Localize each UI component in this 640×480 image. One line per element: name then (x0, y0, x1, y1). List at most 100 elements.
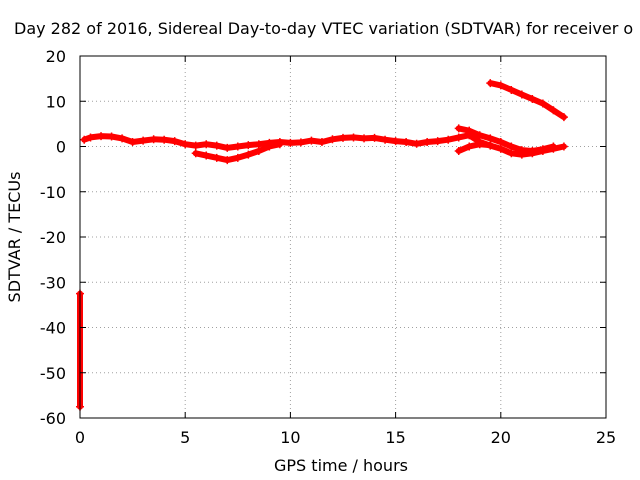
data-point (549, 142, 558, 151)
data-point (349, 133, 358, 142)
data-point (170, 137, 179, 146)
y-tick-label: -60 (40, 409, 66, 428)
x-tick-label: 20 (491, 428, 511, 447)
data-point (475, 140, 484, 149)
data-point (128, 137, 137, 146)
y-tick-label: -10 (40, 183, 66, 202)
data-point (496, 81, 505, 90)
chart-title: Day 282 of 2016, Sidereal Day-to-day VTE… (14, 19, 633, 38)
series-trace (455, 125, 557, 154)
data-point (233, 142, 242, 151)
data-point (444, 135, 453, 144)
axis-ticks (79, 55, 607, 419)
data-point (191, 141, 200, 150)
data-point (212, 141, 221, 150)
data-point (454, 133, 463, 142)
data-point (486, 134, 495, 143)
series-2 (454, 124, 558, 156)
data-point (339, 133, 347, 142)
data-point (528, 147, 537, 156)
data-point (496, 137, 505, 146)
data-point (391, 137, 400, 146)
data-point (423, 137, 432, 146)
data-point (517, 90, 526, 99)
data-point (402, 137, 411, 146)
data-point (475, 131, 484, 140)
data-point (160, 135, 169, 144)
y-tick-label: -40 (40, 319, 66, 338)
x-tick-labels: 0 5 10 15 20 25 (75, 428, 616, 447)
data-point (486, 141, 495, 150)
data-point (223, 156, 232, 165)
y-tick-labels: 20 10 0 -10 -20 -30 -40 -50 -60 (40, 47, 66, 428)
data-point (86, 133, 95, 142)
data-point (528, 94, 537, 103)
data-point (202, 151, 211, 160)
data-point (381, 135, 390, 144)
data-point (454, 124, 463, 133)
data-point (80, 135, 89, 144)
plot-frame (79, 55, 607, 419)
x-tick-label: 5 (180, 428, 190, 447)
series-3 (454, 140, 495, 156)
y-tick-label: 20 (46, 47, 66, 66)
data-point (559, 113, 568, 122)
y-tick-label: 0 (56, 138, 66, 157)
series-0 (80, 131, 568, 159)
data-point (538, 99, 547, 108)
data-point (296, 138, 305, 147)
data-points (76, 79, 568, 411)
data-point (433, 137, 442, 146)
y-tick-label: -30 (40, 273, 66, 292)
data-point (507, 149, 516, 158)
data-point (202, 140, 211, 149)
series-1 (191, 140, 284, 165)
y-tick-label: 10 (46, 92, 66, 111)
data-point (254, 140, 263, 149)
data-point (412, 139, 421, 148)
series-4 (486, 79, 568, 122)
data-point (496, 144, 505, 153)
data-point (465, 142, 474, 151)
data-point (307, 136, 316, 145)
series-trace (455, 141, 494, 154)
data-point (507, 85, 516, 94)
data-point (454, 147, 463, 156)
data-point (265, 142, 274, 151)
data-point (317, 137, 326, 146)
data-point (538, 145, 547, 154)
data-point (107, 132, 116, 141)
x-axis-label: GPS time / hours (274, 456, 408, 475)
grid (80, 56, 606, 418)
data-point (244, 150, 253, 159)
data-point (360, 134, 369, 143)
data-point (212, 153, 221, 162)
x-tick-label: 15 (385, 428, 405, 447)
x-tick-label: 0 (75, 428, 85, 447)
data-point (465, 126, 474, 135)
data-point (517, 146, 526, 155)
data-point (486, 79, 495, 88)
x-tick-label: 10 (280, 428, 300, 447)
data-point (328, 135, 337, 144)
data-point (370, 133, 379, 142)
y-axis-label: SDTVAR / TECUs (5, 172, 24, 303)
data-point (191, 149, 200, 158)
data-point (275, 140, 284, 149)
data-point (549, 106, 558, 115)
data-point (507, 142, 516, 151)
data-point (97, 132, 106, 141)
y-tick-label: -50 (40, 364, 66, 383)
y-tick-label: -20 (40, 228, 66, 247)
data-point (233, 153, 242, 162)
x-tick-label: 25 (596, 428, 616, 447)
data-point (254, 147, 263, 156)
data-point (139, 136, 148, 145)
data-point (286, 138, 295, 147)
data-point (181, 140, 190, 149)
data-point (244, 141, 253, 150)
data-point (149, 135, 158, 144)
data-point (223, 143, 232, 152)
data-point (118, 134, 127, 143)
